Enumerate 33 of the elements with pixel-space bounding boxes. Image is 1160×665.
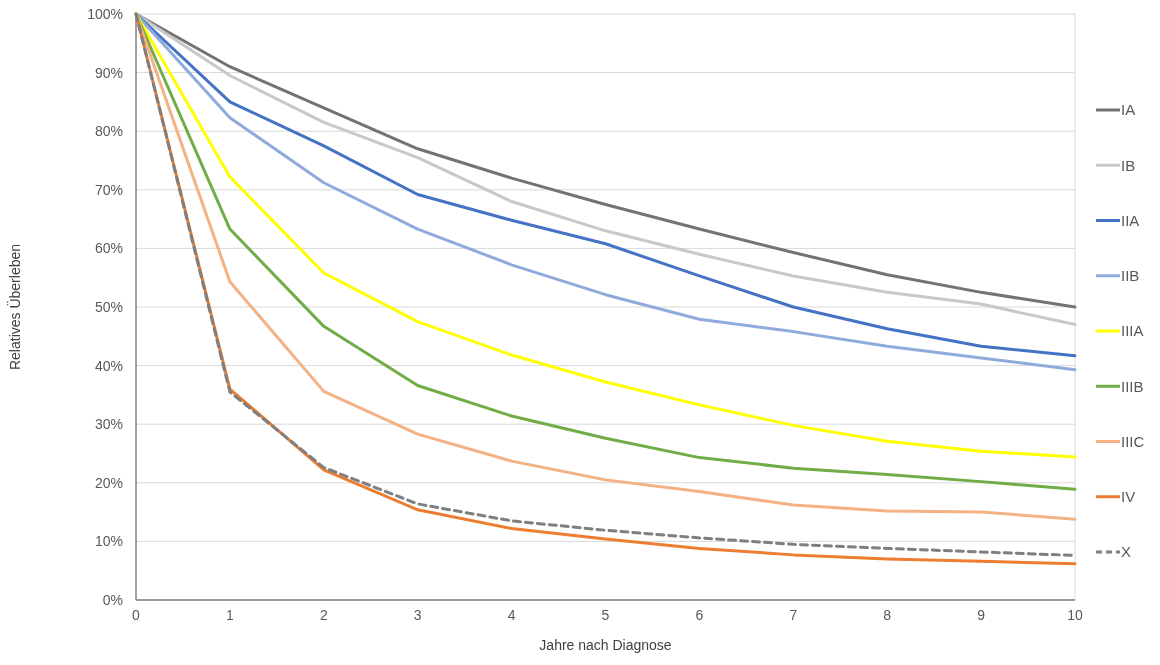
legend-label: X xyxy=(1121,543,1132,561)
y-tick-label: 80% xyxy=(94,123,123,140)
x-tick-label: 6 xyxy=(695,607,704,623)
x-tick-label: 7 xyxy=(789,607,798,623)
y-tick-label: 40% xyxy=(94,357,123,374)
y-tick-label: 60% xyxy=(94,240,123,257)
x-tick-label: 3 xyxy=(413,607,422,623)
legend-label: IIA xyxy=(1121,211,1140,229)
y-tick-label: 100% xyxy=(87,5,123,22)
x-tick-label: 10 xyxy=(1067,607,1083,623)
legend-label: IV xyxy=(1121,488,1136,505)
y-axis-title: Relatives Überleben xyxy=(6,243,23,371)
legend-label: IIIC xyxy=(1121,432,1145,450)
y-tick-label: 30% xyxy=(94,416,123,433)
y-tick-label: 10% xyxy=(94,533,123,550)
x-tick-label: 8 xyxy=(883,607,892,623)
legend-label: IA xyxy=(1121,101,1136,119)
x-tick-label: 4 xyxy=(507,607,516,623)
x-tick-label: 2 xyxy=(319,607,328,623)
legend-label: IIIB xyxy=(1121,377,1144,395)
x-tick-label: 0 xyxy=(132,607,141,623)
x-tick-label: 9 xyxy=(977,607,986,623)
legend-label: IIIA xyxy=(1121,322,1144,340)
y-tick-label: 50% xyxy=(94,298,123,315)
y-tick-label: 90% xyxy=(94,64,123,81)
y-tick-label: 20% xyxy=(94,474,123,491)
x-tick-label: 5 xyxy=(601,607,610,623)
legend-label: IIB xyxy=(1121,267,1140,284)
y-tick-label: 0% xyxy=(102,591,123,608)
x-axis-title: Jahre nach Diagnose xyxy=(539,637,672,653)
x-tick-label: 1 xyxy=(226,607,234,623)
legend-label: IB xyxy=(1121,156,1136,174)
y-tick-label: 70% xyxy=(94,181,123,198)
